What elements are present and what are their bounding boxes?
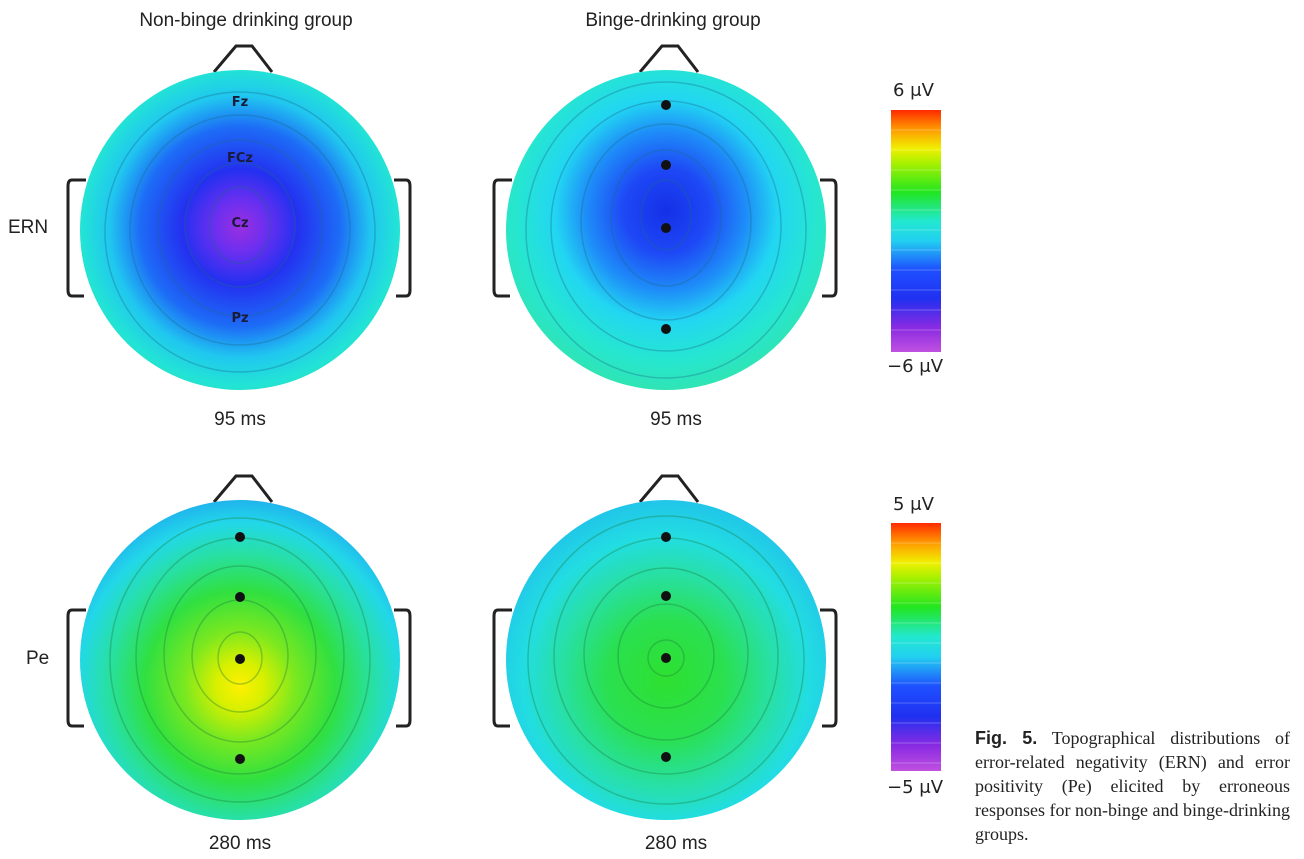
nose-outline [212,44,274,73]
electrode-dot-cz [661,223,671,233]
colorbar-ern-min-label: −6 μV [887,356,944,377]
left-ear-outline [66,178,86,298]
colorbar-ern-max-label: 6 μV [893,80,934,101]
electrode-dot-fcz [661,591,671,601]
left-ear-outline [492,178,512,298]
electrode-label-fz: Fz [232,95,248,110]
right-ear-outline [394,178,412,298]
left-ear-outline [492,608,512,728]
right-ear-outline [820,608,838,728]
electrode-dot-pz [661,752,671,762]
electrode-dot-fz [235,532,245,542]
column-title-non-binge: Non-binge drinking group [139,10,353,31]
topomap-ern-binge [492,44,838,390]
figure-caption-text: Topographical distributions of error-rel… [975,728,1290,844]
colorbar-ern [891,110,941,352]
topomap-pe-binge [492,474,838,820]
electrode-dot-pz [235,754,245,764]
electrode-label-pz: Pz [231,311,248,326]
electrode-label-cz: Cz [231,216,248,231]
topomap-pe-non-binge [66,474,412,820]
colorbar-pe [891,523,941,771]
nose-outline [212,474,274,503]
electrode-dot-cz [235,654,245,664]
row-label-pe: Pe [26,648,50,669]
column-title-binge: Binge-drinking group [585,10,761,31]
nose-outline [638,474,700,503]
electrode-dot-pz [661,324,671,334]
time-label-ern-binge: 95 ms [650,409,702,430]
time-label-ern-non-binge: 95 ms [214,409,266,430]
right-ear-outline [820,178,838,298]
time-label-pe-binge: 280 ms [644,833,708,854]
right-ear-outline [394,608,412,728]
figure-label: Fig. 5. [975,728,1038,748]
time-label-pe-non-binge: 280 ms [208,833,272,854]
electrode-dot-fz [661,100,671,110]
scalp-map [80,70,400,390]
topomap-ern-non-binge: Fz FCz Cz Pz [66,44,412,390]
electrode-dot-fcz [661,160,671,170]
electrode-dot-fcz [235,592,245,602]
left-ear-outline [66,608,86,728]
colorbar-pe-min-label: −5 μV [887,777,944,798]
colorbar-pe-max-label: 5 μV [893,494,934,515]
nose-outline [638,44,700,73]
electrode-dot-cz [661,653,671,663]
figure-caption: Fig. 5. Topographical distributions of e… [975,726,1290,846]
electrode-label-fcz: FCz [227,151,253,166]
electrode-dot-fz [661,532,671,542]
row-label-ern: ERN [8,217,49,238]
